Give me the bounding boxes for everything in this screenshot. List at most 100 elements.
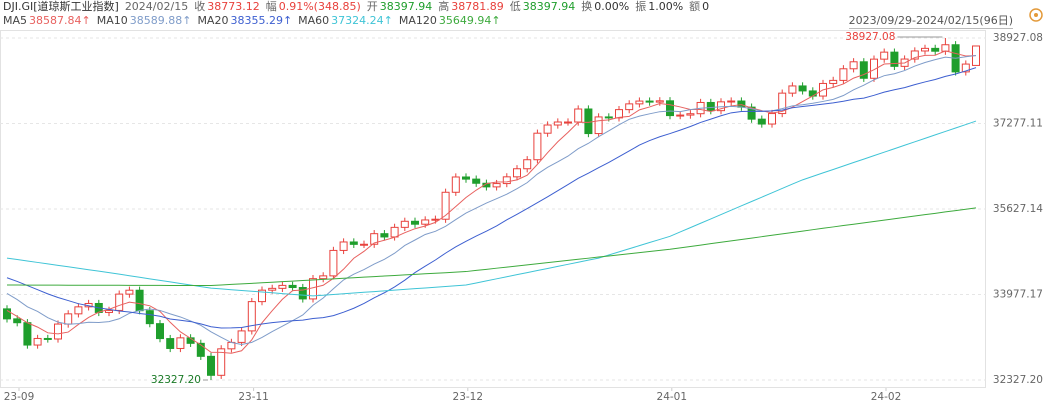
candle-body	[676, 114, 685, 117]
candle-body	[543, 124, 552, 134]
candle-body	[166, 338, 175, 349]
legend-value: 38355.29↑	[230, 14, 293, 27]
x-tick-label: 23-09	[4, 391, 35, 403]
candle-body	[156, 323, 164, 340]
candle-body	[13, 318, 22, 324]
candle-body	[54, 323, 62, 340]
candle-body	[686, 113, 695, 116]
candle-body	[298, 287, 307, 300]
candle-body	[931, 47, 940, 52]
candle-body	[349, 241, 358, 245]
candle-body	[23, 322, 32, 346]
candle-body	[288, 284, 297, 289]
quote-label: 换	[581, 0, 593, 13]
candle-body	[921, 47, 929, 52]
date-range[interactable]: 2023/09/29-2024/02/15(96日)	[848, 14, 1013, 29]
quote-label: 低	[509, 0, 521, 13]
candle-body	[655, 100, 664, 103]
candle-body	[64, 313, 73, 325]
candle-body	[431, 218, 440, 221]
legend-name: MA60	[298, 14, 330, 27]
quote-value: 38781.89	[451, 0, 504, 13]
quote-value: 38397.94	[379, 0, 433, 13]
candle-body	[778, 92, 787, 115]
quote-row: DJI.GI[道琼斯工业指数] 2024/02/15 收 38773.12 幅 0.91%…	[3, 0, 715, 14]
candle-body	[666, 100, 674, 117]
candle-body	[196, 342, 205, 357]
candle-body	[849, 61, 858, 70]
candle-body	[757, 118, 766, 125]
candle-body	[523, 159, 532, 170]
candle-body	[176, 337, 185, 349]
candle-body	[451, 176, 460, 193]
candle-body	[329, 249, 338, 277]
candle-body	[400, 220, 409, 228]
quote-label: 高	[438, 0, 450, 13]
candle-body	[207, 355, 215, 376]
candles	[3, 38, 980, 381]
settings-dot[interactable]	[1034, 13, 1038, 17]
quote-value: 0.00%	[594, 0, 630, 13]
ma-line	[6, 67, 977, 329]
candle-body	[584, 108, 593, 135]
candle-body	[839, 68, 848, 81]
candle-body	[441, 191, 450, 220]
candle-body	[625, 103, 634, 111]
candle-body	[125, 289, 134, 295]
candle-body	[604, 116, 613, 119]
candle-body	[421, 219, 430, 225]
candle-body	[747, 106, 756, 120]
quote-label: 收	[194, 0, 206, 13]
candle-body	[961, 63, 970, 73]
legend-value: 37324.24↑	[331, 14, 393, 27]
quote-value: 38773.12	[207, 0, 260, 13]
quote-label: 振	[635, 0, 647, 13]
legend-name: MA5	[3, 14, 28, 27]
ma-legend: MA5 38587.84↑ MA10 38589.88↑ MA20 38355.29↑ MA…	[3, 14, 715, 28]
candle-body	[492, 183, 501, 188]
settings-icon[interactable]	[1029, 8, 1043, 22]
legend-value: 38589.88↑	[129, 14, 192, 27]
candle-body	[870, 58, 878, 79]
x-tick-label: 23-11	[238, 391, 269, 403]
candle-body	[135, 289, 144, 312]
legend-name: MA20	[197, 14, 229, 27]
x-tick-label: 24-01	[657, 391, 688, 403]
y-tick-label: 37277.11	[993, 118, 1043, 130]
candle-body	[268, 287, 277, 291]
quote-value: 0.91%(348.85)	[278, 0, 361, 13]
candle-body	[217, 348, 226, 376]
legend-name: MA10	[96, 14, 128, 27]
candle-body	[390, 226, 399, 238]
x-tick-label: 23-12	[453, 391, 484, 403]
candle-body	[43, 337, 52, 340]
quote-value: 38397.94	[522, 0, 576, 13]
candle-body	[727, 100, 736, 103]
candle-body	[645, 100, 654, 103]
candle-body	[910, 50, 919, 60]
y-tick-label: 32327.20	[993, 374, 1043, 386]
settings-ring[interactable]	[1029, 8, 1043, 22]
candle-body	[237, 330, 246, 343]
candle-body	[247, 301, 256, 332]
ma-line	[6, 120, 977, 297]
candle-body	[3, 308, 11, 320]
quote-value: 0	[702, 0, 710, 13]
candle-body	[829, 79, 838, 84]
legend-value: 35649.94↑	[438, 14, 501, 27]
annotation-high: 38927.08	[845, 31, 895, 43]
candle-body	[472, 178, 481, 184]
candle-body	[533, 132, 542, 161]
quote-date: 2024/02/15	[124, 0, 189, 13]
candle-body	[502, 176, 511, 185]
legend-name: MA120	[398, 14, 437, 27]
candle-body	[370, 233, 379, 245]
legend-value: 38587.84↑	[29, 14, 91, 27]
candle-body	[145, 310, 154, 325]
symbol: DJI.GI[道琼斯工业指数]	[3, 0, 119, 13]
candle-body	[574, 108, 583, 123]
candle-body	[808, 90, 817, 97]
candle-body	[360, 243, 368, 246]
candle-body	[380, 233, 389, 238]
